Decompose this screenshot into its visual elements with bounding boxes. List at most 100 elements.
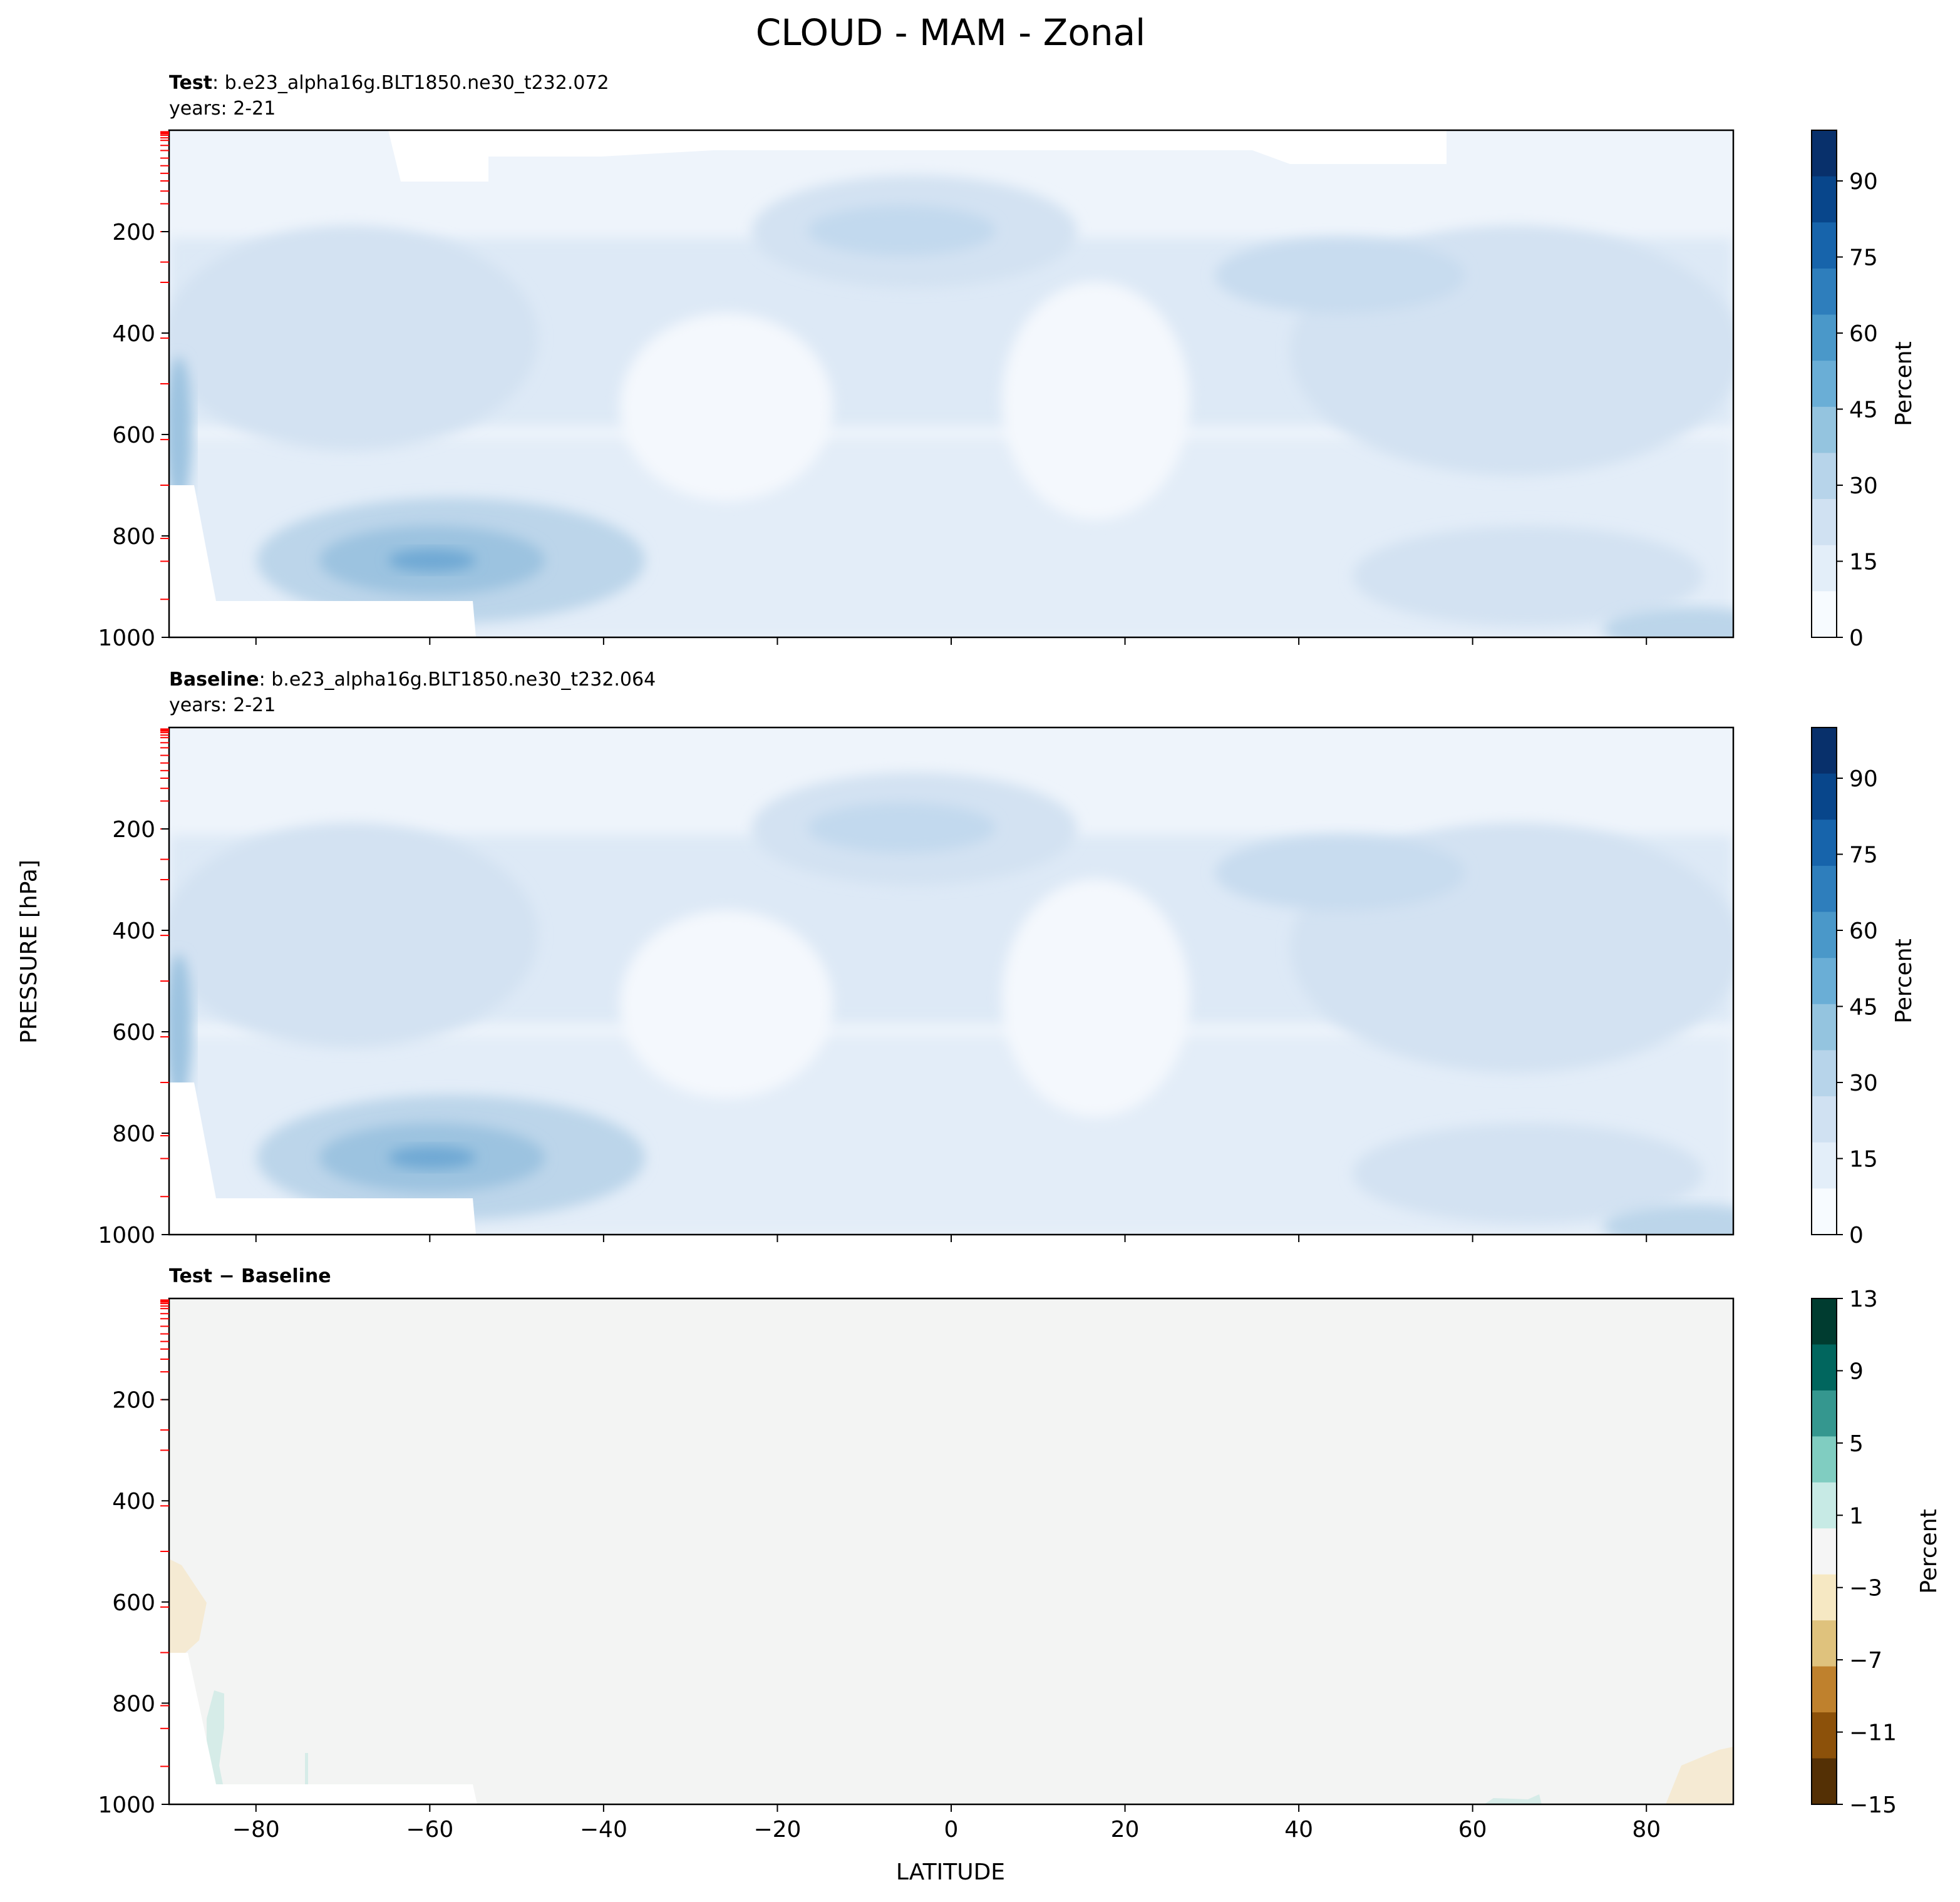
colorbar-swatch xyxy=(1812,499,1837,546)
field-lowlevel-max xyxy=(388,549,476,572)
colorbar-tick-label: 90 xyxy=(1849,766,1878,792)
x-tick-label: 20 xyxy=(1111,1817,1140,1843)
y-tick-label: 400 xyxy=(112,918,155,944)
colorbar-swatch xyxy=(1812,1620,1837,1667)
field-terrain-mask xyxy=(169,485,476,637)
colorbar-swatch xyxy=(1812,1050,1837,1097)
y-tick-label: 800 xyxy=(112,524,155,550)
baseline-axes: 200 400 600 800 1000 xyxy=(98,728,1648,1248)
test-contour-field xyxy=(169,130,1733,637)
diff-background xyxy=(169,1298,1733,1804)
colorbar-swatch xyxy=(1812,176,1837,223)
field-upper-north xyxy=(1215,835,1465,910)
colorbar-swatch xyxy=(1812,1298,1837,1345)
colorbar-tick-label: 30 xyxy=(1849,1071,1878,1096)
colorbar-tick-label: 30 xyxy=(1849,473,1878,499)
test-colorbar: 0 15 30 45 60 75 90 Percent xyxy=(1811,130,1917,651)
colorbar-swatch xyxy=(1812,1096,1837,1143)
baseline-panel-years: years: 2-21 xyxy=(169,694,276,716)
baseline-panel-header: Baseline: b.e23_alpha16g.BLT1850.ne30_t2… xyxy=(169,669,656,691)
colorbar-tick-label: 45 xyxy=(1849,995,1878,1020)
y-tick-label: 600 xyxy=(112,1590,155,1616)
colorbar-swatch xyxy=(1812,1390,1837,1437)
difference-colorbar: 13 9 5 1 −3 −7 −11 −15 Percent xyxy=(1811,1287,1942,1818)
colorbar-tick-label: 90 xyxy=(1849,169,1878,195)
field-storm-track-south xyxy=(169,225,539,451)
field-stratosphere-gap xyxy=(388,130,1447,182)
field-arctic-surface xyxy=(1603,1205,1733,1235)
x-axis-label: LATITUDE xyxy=(896,1859,1005,1885)
colorbar-swatch xyxy=(1812,591,1837,638)
colorbar-tick-label: −15 xyxy=(1849,1792,1897,1818)
colorbar-swatch xyxy=(1812,406,1837,453)
baseline-contour-field xyxy=(169,727,1733,1235)
difference-contour-field xyxy=(169,1298,1733,1804)
field-lowlevel-north xyxy=(1353,1123,1703,1223)
diff-negative-north xyxy=(1666,1747,1733,1804)
colorbar-swatch xyxy=(1812,1758,1837,1805)
colorbar-swatch xyxy=(1812,268,1837,316)
colorbar-label: Percent xyxy=(1891,938,1917,1023)
colorbar-tick-label: 0 xyxy=(1849,625,1864,651)
test-axes: 200 400 600 800 1000 xyxy=(98,131,1648,651)
colorbar-tick-label: −7 xyxy=(1849,1648,1882,1673)
field-subtropic-min-north xyxy=(1002,879,1190,1117)
colorbar-swatch xyxy=(1812,1712,1837,1759)
field-storm-track-south xyxy=(169,823,539,1048)
colorbar-tick-label: 45 xyxy=(1849,398,1878,423)
difference-axes: 200 400 600 800 1000 −80 −60 −40 −20 0 20 40 60 80 xyxy=(98,1299,1661,1843)
colorbar-swatch xyxy=(1812,773,1837,820)
field-antarctic-edge xyxy=(169,357,192,507)
y-tick-label: 600 xyxy=(112,423,155,448)
colorbar-swatch xyxy=(1812,1528,1837,1575)
field-antarctic-edge xyxy=(169,954,192,1104)
colorbar-label: Percent xyxy=(1891,341,1917,426)
colorbar-swatch xyxy=(1812,1142,1837,1189)
colorbar-tick-label: 5 xyxy=(1849,1431,1864,1457)
diff-terrain-mask xyxy=(169,1653,477,1804)
colorbar-label: Percent xyxy=(1916,1509,1942,1593)
difference-panel-header: Test − Baseline xyxy=(169,1265,331,1287)
colorbar-tick-label: 13 xyxy=(1849,1287,1878,1312)
colorbar-swatch xyxy=(1812,1482,1837,1529)
colorbar-tick-label: 60 xyxy=(1849,918,1878,944)
field-arctic-surface xyxy=(1603,607,1733,637)
colorbar-swatch xyxy=(1812,1574,1837,1621)
colorbar-swatch xyxy=(1812,314,1837,361)
colorbar-swatch xyxy=(1812,1666,1837,1713)
diff-positive-small xyxy=(305,1753,308,1784)
colorbar-swatch xyxy=(1812,1344,1837,1391)
colorbar-tick-label: 60 xyxy=(1849,321,1878,347)
y-axis-label: PRESSURE [hPa] xyxy=(16,860,42,1044)
colorbar-frame xyxy=(1811,1298,1837,1805)
colorbar-frame xyxy=(1811,130,1837,638)
test-panel-header: Test: b.e23_alpha16g.BLT1850.ne30_t232.0… xyxy=(169,72,609,94)
colorbar-swatch xyxy=(1812,820,1837,866)
x-tick-label: 80 xyxy=(1632,1817,1661,1843)
field-subtropic-min-north xyxy=(1002,282,1190,520)
field-terrain-mask xyxy=(169,1082,476,1235)
colorbar-tick-label: 75 xyxy=(1849,843,1878,868)
colorbar-swatch xyxy=(1812,130,1837,177)
diff-positive-north xyxy=(1484,1794,1542,1804)
colorbar-swatch xyxy=(1812,958,1837,1005)
colorbar-swatch xyxy=(1812,1004,1837,1051)
figure-title: CLOUD - MAM - Zonal xyxy=(756,11,1146,54)
y-tick-label: 600 xyxy=(112,1020,155,1046)
x-tick-label: 0 xyxy=(944,1817,959,1843)
x-tick-label: −40 xyxy=(580,1817,627,1843)
x-tick-label: 40 xyxy=(1284,1817,1313,1843)
y-tick-label: 800 xyxy=(112,1691,155,1717)
y-tick-label: 800 xyxy=(112,1121,155,1147)
colorbar-tick-label: 9 xyxy=(1849,1359,1864,1384)
colorbar-tick-label: −3 xyxy=(1849,1576,1882,1601)
test-panel-years: years: 2-21 xyxy=(169,98,276,120)
y-tick-label: 1000 xyxy=(98,625,155,651)
colorbar-tick-label: 15 xyxy=(1849,1147,1878,1173)
colorbar-swatch xyxy=(1812,1188,1837,1235)
colorbar-swatch xyxy=(1812,912,1837,959)
colorbar-swatch xyxy=(1812,727,1837,774)
y-tick-label: 200 xyxy=(112,220,155,245)
